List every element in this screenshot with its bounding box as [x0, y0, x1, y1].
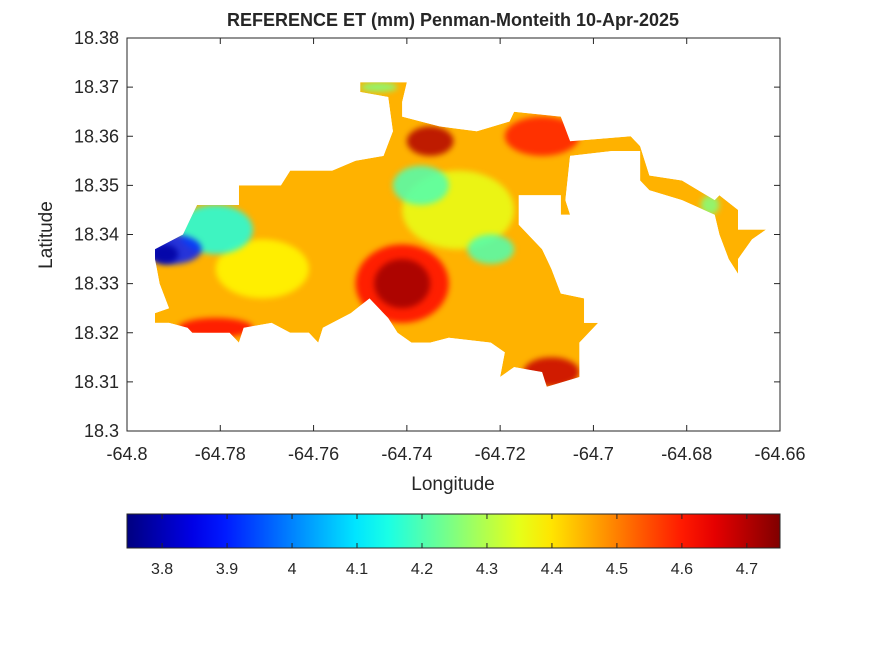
contour-region: [360, 82, 398, 93]
x-tick-label: -64.72: [475, 444, 526, 464]
colorbar-tick-label: 4: [288, 561, 297, 578]
colorbar-tick-label: 3.8: [151, 561, 173, 578]
y-tick-label: 18.34: [74, 225, 119, 245]
x-tick-label: -64.76: [288, 444, 339, 464]
colorbar-tick-label: 4.2: [411, 561, 433, 578]
colorbar-tick-label: 4.7: [736, 561, 758, 578]
colorbar-tick-label: 4.5: [606, 561, 628, 578]
y-tick-label: 18.37: [74, 77, 119, 97]
contour-region: [700, 195, 720, 215]
x-tick-label: -64.66: [754, 444, 805, 464]
contour-region: [155, 244, 179, 264]
x-tick-label: -64.8: [106, 444, 147, 464]
colorbar-tick-label: 4.1: [346, 561, 368, 578]
map: [155, 82, 766, 387]
contour-region: [504, 116, 580, 156]
colorbar-tick-label: 4.4: [541, 561, 563, 578]
colorbar-tick-label: 4.6: [671, 561, 693, 578]
chart-title: REFERENCE ET (mm) Penman-Monteith 10-Apr…: [227, 10, 679, 30]
y-tick-label: 18.33: [74, 274, 119, 294]
x-tick-label: -64.7: [573, 444, 614, 464]
colorbar: [126, 513, 781, 549]
colorbar-tick-label: 3.9: [216, 561, 238, 578]
y-tick-label: 18.3: [84, 421, 119, 441]
y-tick-label: 18.32: [74, 323, 119, 343]
contour-region: [215, 239, 309, 299]
y-tick-label: 18.35: [74, 175, 119, 195]
contour-region: [374, 259, 431, 309]
y-tick-label: 18.38: [74, 28, 119, 48]
contour-region: [406, 126, 454, 156]
colorbar-tick-label: 4.3: [476, 561, 498, 578]
contour-region: [392, 165, 449, 206]
x-axis-label: Longitude: [411, 474, 494, 495]
x-tick-label: -64.74: [381, 444, 432, 464]
axes: -64.8 -64.78 -64.76 -64.74 -64.72 -64.7 -64.68…: [74, 28, 806, 464]
contour-region: [178, 318, 253, 338]
x-tick-label: -64.68: [661, 444, 712, 464]
y-tick-label: 18.31: [74, 372, 119, 392]
y-axis-label: Latitude: [36, 201, 57, 269]
x-tick-label: -64.78: [195, 444, 246, 464]
contour-region: [467, 234, 515, 264]
y-tick-label: 18.36: [74, 126, 119, 146]
